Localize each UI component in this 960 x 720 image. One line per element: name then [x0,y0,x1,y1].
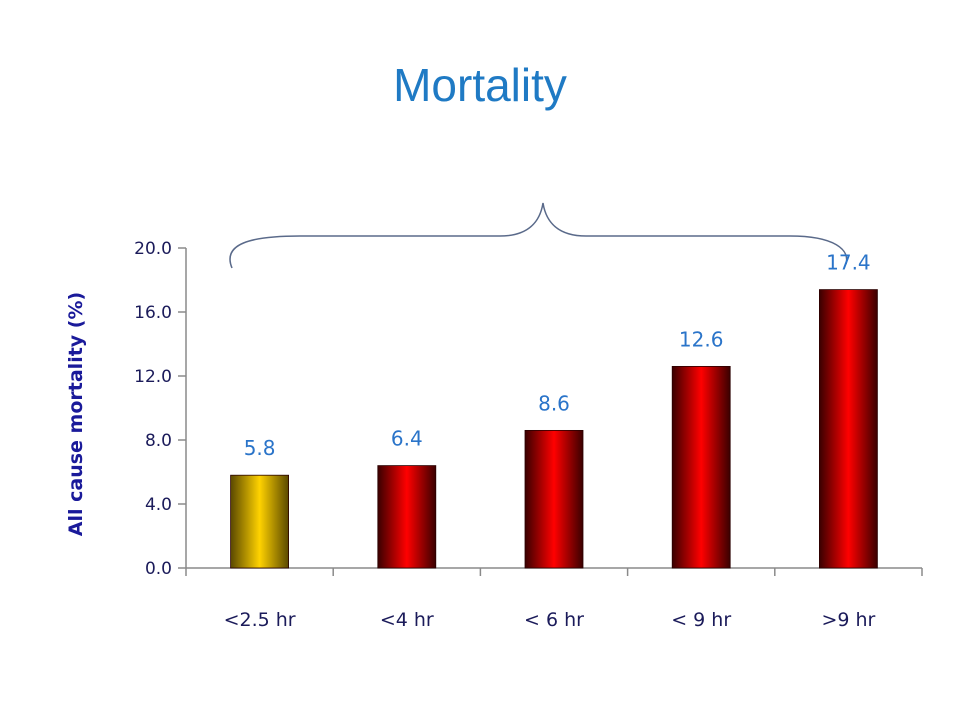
y-axis-title: All cause mortality (%) [65,292,87,536]
y-tick-label: 20.0 [134,239,172,259]
y-tick-label: 12.0 [134,367,172,387]
y-tick-label: 16.0 [134,303,172,323]
category-label: < 9 hr [671,609,731,631]
bar-5 [819,289,878,569]
labels-group: 5.8 <2.5 hr 6.4 <4 hr 8.6 < 6 hr 12.6 < 9 hr 17.… [224,251,876,631]
data-label: 8.6 [538,391,570,415]
data-label: 17.4 [826,251,871,275]
page-title: Mortality [393,59,567,111]
data-label: 6.4 [391,427,423,451]
y-tick-label: 8.0 [145,431,172,451]
bar-1 [230,474,290,569]
y-tick-label: 0.0 [145,559,172,579]
category-label: <4 hr [380,609,434,631]
bar-3 [524,429,584,569]
bar-4 [671,365,731,569]
data-label: 5.8 [244,436,276,460]
bar-2 [377,465,437,569]
category-label: < 6 hr [524,609,584,631]
data-label: 12.6 [679,327,724,351]
category-label: >9 hr [821,609,875,631]
brace-annotation [229,202,848,269]
bars-group [230,289,878,569]
category-label: <2.5 hr [224,609,296,631]
y-tick-label: 4.0 [145,495,172,515]
